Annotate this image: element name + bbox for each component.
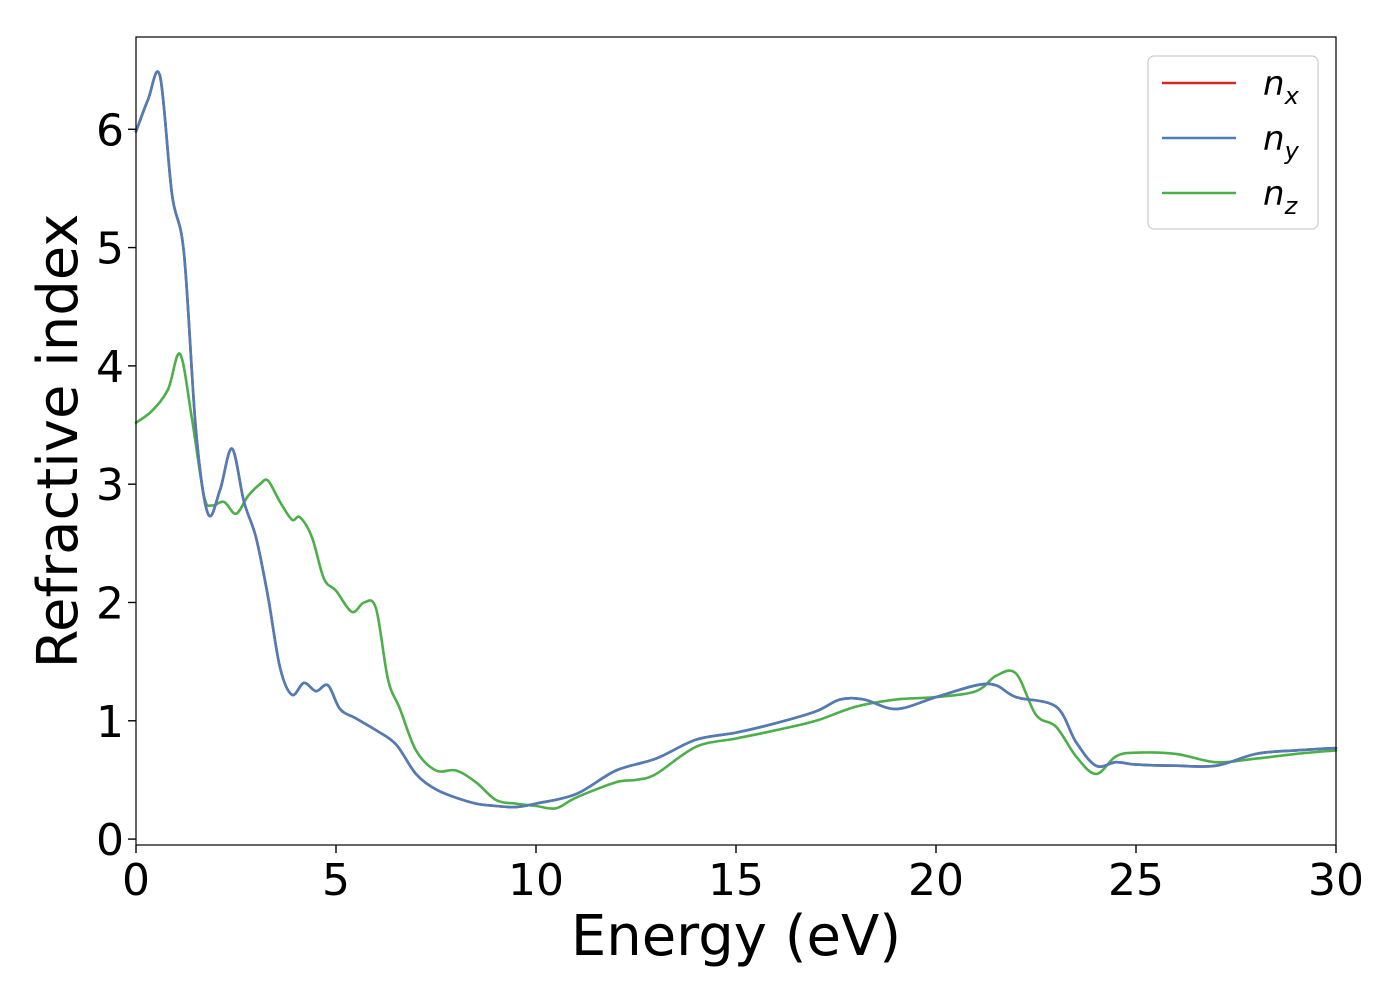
legend-box xyxy=(1147,55,1319,230)
legend-label-nz: nz xyxy=(1263,174,1299,220)
y-tick-label: 0 xyxy=(96,815,124,866)
y-tick-label: 2 xyxy=(96,578,124,629)
y-tick-label: 3 xyxy=(96,460,124,511)
legend-label-nx: nx xyxy=(1263,64,1300,110)
x-tick-label: 10 xyxy=(508,855,564,906)
x-tick-label: 5 xyxy=(322,855,350,906)
x-tick-label: 0 xyxy=(122,855,150,906)
y-axis-ticks: 0 1 2 3 4 5 6 xyxy=(96,105,136,866)
y-tick-label: 6 xyxy=(96,105,124,156)
series-line-nz xyxy=(134,352,1338,810)
series-line-ny xyxy=(134,70,1338,809)
y-tick-label: 4 xyxy=(96,342,124,393)
legend: nx ny nz xyxy=(1147,55,1319,230)
legend-label-ny: ny xyxy=(1263,119,1300,165)
x-axis-ticks: 0 5 10 15 20 25 30 xyxy=(122,845,1364,906)
series-layer xyxy=(134,70,1338,810)
y-tick-label: 5 xyxy=(96,224,124,275)
y-tick-label: 1 xyxy=(96,697,124,748)
x-tick-label: 20 xyxy=(908,855,964,906)
x-tick-label: 15 xyxy=(708,855,764,906)
x-tick-label: 25 xyxy=(1108,855,1164,906)
x-axis-title: Energy (eV) xyxy=(571,904,901,969)
x-tick-label: 30 xyxy=(1308,855,1364,906)
y-axis-title: Refractive index xyxy=(26,214,91,669)
